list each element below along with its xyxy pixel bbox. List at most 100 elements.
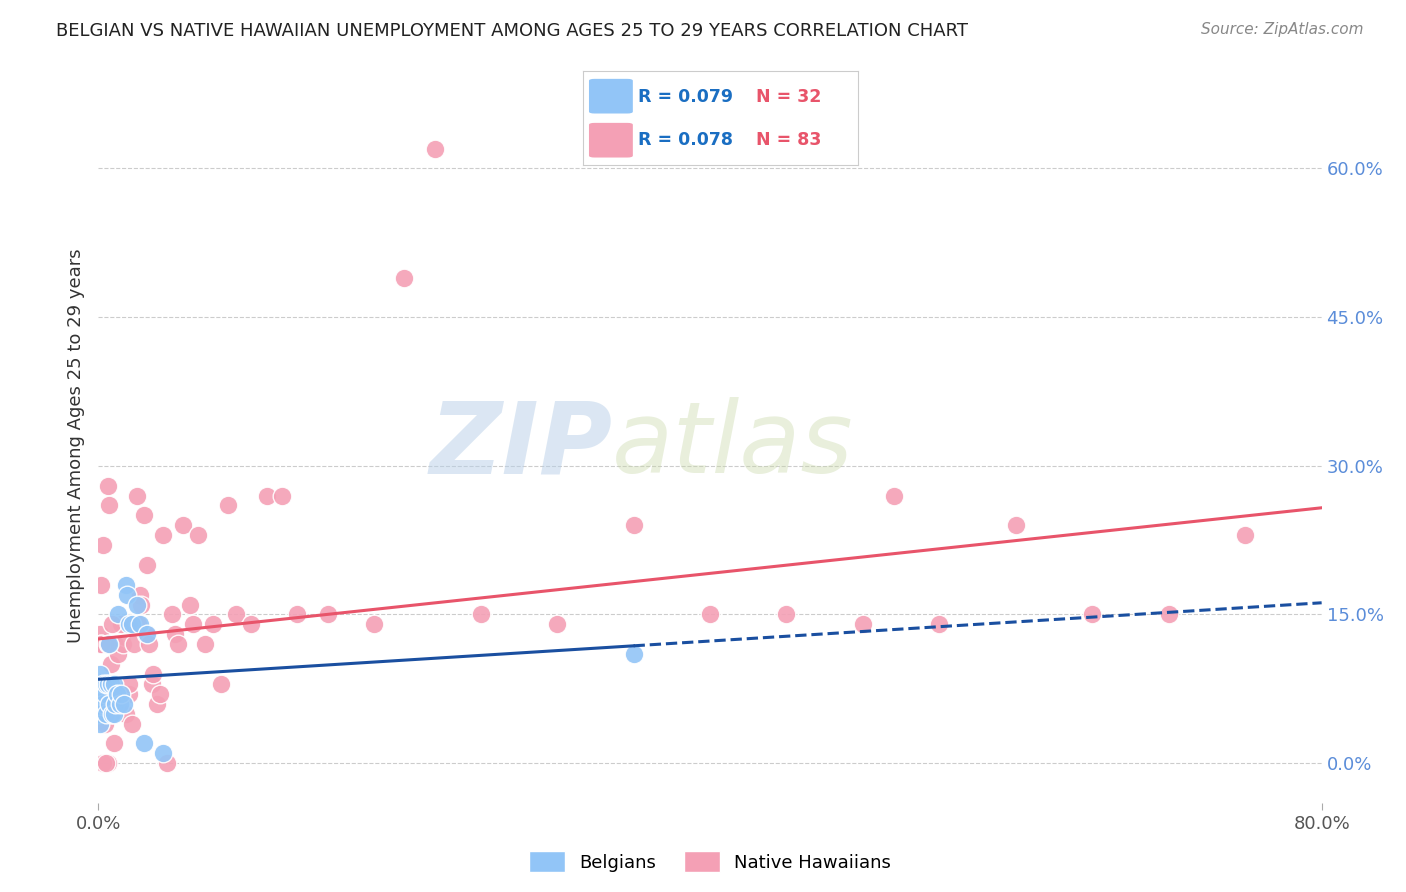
Point <box>775 607 797 622</box>
Point <box>94 706 117 721</box>
Point <box>104 637 127 651</box>
Point <box>105 687 128 701</box>
Point <box>112 697 135 711</box>
Point <box>94 756 117 771</box>
Point <box>101 706 124 721</box>
Point <box>172 518 194 533</box>
Point <box>623 647 645 661</box>
Point <box>125 598 148 612</box>
Point <box>93 756 115 771</box>
Point <box>202 617 225 632</box>
Point <box>115 706 138 721</box>
Point <box>94 706 117 721</box>
Point <box>94 687 117 701</box>
Point <box>101 617 124 632</box>
Point <box>179 598 201 612</box>
Point <box>91 697 114 711</box>
Point <box>194 637 217 651</box>
Point <box>118 687 141 701</box>
Point <box>87 637 110 651</box>
Point <box>98 499 121 513</box>
Point <box>217 499 239 513</box>
Point <box>120 617 142 632</box>
Point <box>160 607 183 622</box>
Point <box>256 489 278 503</box>
Point <box>316 607 339 622</box>
Point <box>111 637 134 651</box>
Point <box>149 687 172 701</box>
Point <box>363 617 385 632</box>
Point <box>928 617 950 632</box>
Point <box>141 677 163 691</box>
Point <box>91 538 114 552</box>
Point <box>127 617 149 632</box>
Text: BELGIAN VS NATIVE HAWAIIAN UNEMPLOYMENT AMONG AGES 25 TO 29 YEARS CORRELATION CH: BELGIAN VS NATIVE HAWAIIAN UNEMPLOYMENT … <box>56 22 969 40</box>
Point <box>118 617 141 632</box>
Point <box>89 667 111 681</box>
Point <box>90 637 112 651</box>
Point <box>93 687 115 701</box>
Point <box>103 677 125 691</box>
Point <box>107 607 129 622</box>
Text: Source: ZipAtlas.com: Source: ZipAtlas.com <box>1201 22 1364 37</box>
Point <box>240 617 263 632</box>
Point <box>91 756 114 771</box>
Point <box>110 687 132 701</box>
Text: N = 32: N = 32 <box>756 87 821 105</box>
Point <box>89 677 111 691</box>
Point <box>142 667 165 681</box>
Point <box>91 637 114 651</box>
Point <box>1004 518 1026 533</box>
Point <box>136 627 159 641</box>
Point <box>883 489 905 503</box>
Point <box>94 677 117 691</box>
Point <box>1157 607 1180 622</box>
Point <box>546 617 568 632</box>
Point <box>97 478 120 492</box>
FancyBboxPatch shape <box>589 78 633 113</box>
Point <box>135 627 157 641</box>
Point <box>108 697 131 711</box>
Point <box>225 607 247 622</box>
Point <box>100 687 122 701</box>
Point <box>187 528 209 542</box>
Point <box>103 706 125 721</box>
Point <box>100 677 122 691</box>
Point <box>89 716 111 731</box>
Point <box>470 607 492 622</box>
Point <box>97 756 120 771</box>
Point <box>91 677 114 691</box>
Point <box>285 607 308 622</box>
Y-axis label: Unemployment Among Ages 25 to 29 years: Unemployment Among Ages 25 to 29 years <box>66 249 84 643</box>
Point <box>136 558 159 572</box>
Point <box>623 518 645 533</box>
Point <box>1081 607 1104 622</box>
Point <box>167 637 190 651</box>
Text: R = 0.078: R = 0.078 <box>638 131 734 149</box>
Point <box>163 627 186 641</box>
Point <box>97 637 120 651</box>
Point <box>101 677 124 691</box>
Point <box>104 697 127 711</box>
Text: N = 83: N = 83 <box>756 131 821 149</box>
Point <box>128 617 150 632</box>
Point <box>110 617 132 632</box>
Point <box>90 687 112 701</box>
Point <box>100 706 122 721</box>
Point <box>87 706 110 721</box>
Point <box>97 677 120 691</box>
Point <box>105 697 128 711</box>
Point <box>90 578 112 592</box>
Point <box>152 528 174 542</box>
Point <box>121 617 143 632</box>
Point <box>138 637 160 651</box>
Point <box>181 617 204 632</box>
Point <box>118 677 141 691</box>
Point <box>90 637 112 651</box>
Point <box>103 706 125 721</box>
Point <box>156 756 179 771</box>
Point <box>93 716 115 731</box>
Point <box>134 736 156 750</box>
Point <box>98 637 121 651</box>
Point <box>270 489 292 503</box>
